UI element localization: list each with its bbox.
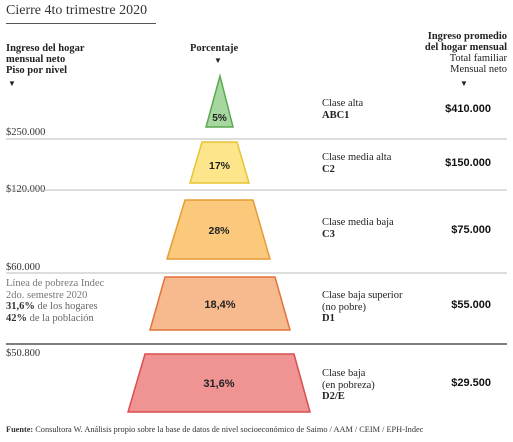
percent-label: 18,4% bbox=[204, 299, 235, 311]
class-subname: (en pobreza) bbox=[322, 379, 375, 391]
class-label-d1: Clase baja superior (no pobre) D1 bbox=[322, 290, 402, 325]
center-header: Porcentaje bbox=[190, 43, 239, 54]
income-value: $29.500 bbox=[451, 377, 491, 389]
class-name: Clase baja superior bbox=[322, 290, 403, 301]
center-header-arrow-icon: ▼ bbox=[214, 56, 222, 65]
chart-title: Cierre 4to trimestre 2020 bbox=[6, 3, 148, 18]
right-header-line4: Mensual neto bbox=[450, 64, 507, 75]
percent-label: 28% bbox=[208, 225, 230, 237]
class-name: Clase alta bbox=[322, 98, 364, 109]
right-header-line2: del hogar mensual bbox=[424, 42, 507, 53]
threshold-label: $60.000 bbox=[6, 262, 41, 273]
right-header-line1: Ingreso promedio bbox=[427, 31, 507, 42]
pyramid-level-c2 bbox=[188, 141, 251, 184]
households-text: de los hogares bbox=[34, 301, 98, 312]
class-name: Clase media baja bbox=[322, 217, 394, 228]
right-header-line3: Total familiar bbox=[449, 53, 507, 64]
class-code: ABC1 bbox=[322, 109, 350, 121]
class-code: C3 bbox=[322, 228, 335, 240]
threshold-label: $50.800 bbox=[6, 348, 41, 359]
left-header-line2: mensual neto bbox=[6, 54, 66, 65]
left-header-line3: Piso por nivel bbox=[6, 65, 68, 76]
income-value: $55.000 bbox=[451, 299, 491, 311]
pyramid-level-abc1 bbox=[205, 73, 234, 128]
right-header-arrow-icon: ▼ bbox=[460, 79, 468, 88]
class-subname: (no pobre) bbox=[322, 301, 367, 313]
left-header: Ingreso del hogar mensual neto Piso por … bbox=[6, 43, 85, 76]
poverty-population: 42% de la población bbox=[6, 313, 104, 325]
income-value: $410.000 bbox=[445, 103, 491, 115]
poverty-note-line1: Línea de pobreza Indec bbox=[6, 278, 105, 289]
poverty-note-line2: 2do. semestre 2020 bbox=[6, 289, 88, 301]
left-header-line1: Ingreso del hogar bbox=[6, 43, 85, 54]
population-text: de la población bbox=[27, 312, 94, 324]
percent-label: 17% bbox=[209, 160, 231, 172]
class-code: D2/E bbox=[322, 391, 345, 402]
threshold-label: $250.000 bbox=[6, 127, 46, 138]
title-underline bbox=[6, 23, 156, 24]
pyramid-level-d2e bbox=[126, 353, 311, 413]
pyramid-level-c3 bbox=[165, 199, 271, 260]
poverty-note: Línea de pobreza Indec 2do. semestre 202… bbox=[6, 278, 104, 324]
class-name: Clase baja bbox=[322, 368, 366, 379]
class-code: D1 bbox=[322, 313, 335, 324]
poverty-households: 31,6% de los hogares bbox=[6, 301, 104, 313]
percent-label: 5% bbox=[212, 113, 227, 124]
income-value: $75.000 bbox=[451, 224, 491, 236]
class-label-c2: Clase media alta C2 bbox=[322, 152, 391, 175]
percent-label: 31,6% bbox=[203, 378, 234, 390]
source-text: Consultora W. Análisis propio sobre la b… bbox=[33, 425, 424, 434]
right-header: Ingreso promedio del hogar mensual Total… bbox=[395, 31, 507, 75]
class-code: C2 bbox=[322, 163, 335, 175]
income-value: $150.000 bbox=[445, 157, 491, 169]
pyramid-level-d1 bbox=[149, 276, 291, 331]
source-label: Fuente: bbox=[6, 425, 34, 434]
class-label-c3: Clase media baja C3 bbox=[322, 217, 394, 240]
population-value: 42% bbox=[6, 312, 27, 324]
class-name: Clase media alta bbox=[322, 152, 392, 163]
class-label-abc1: Clase alta ABC1 bbox=[322, 98, 363, 121]
class-label-d2e: Clase baja (en pobreza) D2/E bbox=[322, 368, 375, 403]
source-footer: Fuente: Consultora W. Análisis propio so… bbox=[6, 425, 423, 434]
households-value: 31,6% bbox=[6, 301, 35, 312]
left-header-arrow-icon: ▼ bbox=[8, 79, 16, 88]
